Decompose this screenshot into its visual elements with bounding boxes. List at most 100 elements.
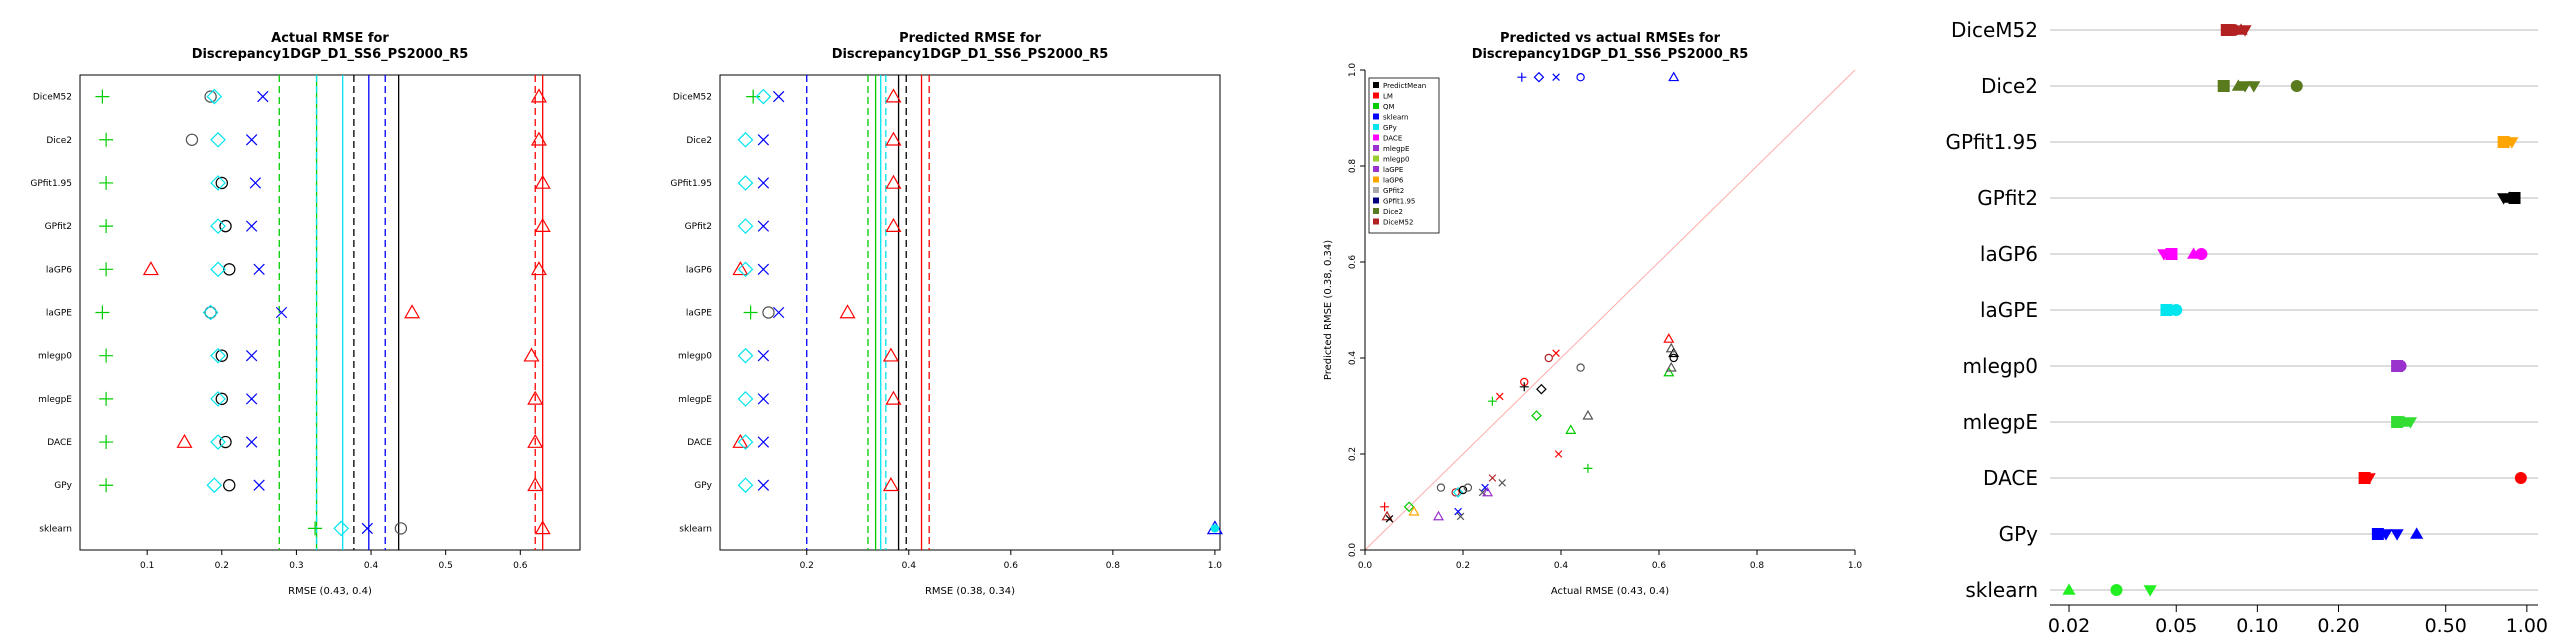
chart-1-point-Dice2 <box>185 133 199 146</box>
chart-2-point-Dice2 <box>885 131 902 146</box>
chart-1-point-mlegp0 <box>523 347 540 362</box>
chart-2-title-line-1: Predicted RMSE for <box>899 31 1041 46</box>
chart-1-point-DACE <box>527 433 544 448</box>
chart-1-x-tick-label: 0.1 <box>140 561 154 571</box>
chart-1-x-tick-label: 0.2 <box>215 561 229 571</box>
chart-3-point <box>1381 510 1393 521</box>
chart-3-y-tick-label: 1.0 <box>1348 63 1358 78</box>
chart-2-point-laGPE <box>839 304 856 319</box>
chart-4-point-DACE <box>2514 472 2527 484</box>
chart-1-point-GPy <box>253 479 265 491</box>
chart-3-point <box>1669 353 1678 363</box>
chart-1-point-DiceM52 <box>530 88 547 103</box>
chart-2-row-label-mlegp0: mlegp0 <box>678 352 712 362</box>
chart-1-point-GPfit2 <box>245 220 258 232</box>
chart-2-point-mlegpE <box>757 393 770 405</box>
chart-1-point-DACE <box>210 434 226 450</box>
chart-4-point-GPy <box>2379 529 2393 541</box>
chart-2-row-label-laGPE: laGPE <box>686 309 712 319</box>
chart-1-row-label-GPy: GPy <box>54 481 72 491</box>
chart-3-point <box>1403 501 1415 513</box>
chart-3-legend-entry: LM <box>1383 93 1393 101</box>
chart-1-point-mlegp0 <box>215 349 228 362</box>
chart-1-point-sklearn <box>394 522 408 535</box>
chart-1-point-mlegp0 <box>210 347 226 364</box>
chart-3-legend-swatch <box>1373 166 1379 172</box>
chart-1-row-label-mlegp0: mlegp0 <box>38 352 72 362</box>
chart-1-row-label-laGPE: laGPE <box>46 309 72 319</box>
chart-2-point-DiceM52 <box>772 90 785 103</box>
chart-2-point-GPfit2 <box>885 217 902 232</box>
chart-1-point-Dice2 <box>99 132 114 147</box>
chart-3-point <box>1668 347 1680 358</box>
chart-3-legend-entry: GPfit1.95 <box>1383 198 1415 206</box>
chart-2-row-label-DACE: DACE <box>687 438 712 448</box>
chart-4-point-GPfit2 <box>2508 192 2521 204</box>
chart-4-row-label-mlegpE: mlegpE <box>1963 410 2038 434</box>
chart-3-point <box>1495 392 1504 401</box>
chart-3-legend-entry: PredictMean <box>1383 82 1426 90</box>
chart-2-row-label-GPfit2: GPfit2 <box>685 222 712 232</box>
chart-2-point-GPy <box>737 477 754 494</box>
chart-2-point-DACE <box>757 436 770 448</box>
chart-2-point-mlegpE <box>885 390 902 405</box>
chart-2-point-GPfit1.95 <box>757 177 770 189</box>
chart-1-plot-frame <box>79 74 581 551</box>
chart-3-legend-box <box>1368 77 1440 234</box>
chart-2-row-label-GPfit1.95: GPfit1.95 <box>670 179 712 189</box>
chart-4-x-tick-label: 0.10 <box>2236 615 2278 637</box>
chart-3-point <box>1451 488 1460 497</box>
chart-1-x-axis-label: RMSE (0.43, 0.4) <box>288 586 372 597</box>
chart-3-point <box>1665 361 1677 372</box>
chart-3-y-tick-label: 0.2 <box>1348 447 1358 461</box>
chart-3-point <box>1463 483 1473 492</box>
chart-4-row-label-GPfit1.95: GPfit1.95 <box>1945 130 2038 154</box>
predicted-rmse-chart: Predicted RMSE forDiscrepancy1DGP_D1_SS6… <box>670 31 1223 597</box>
chart-4-point-laGPE <box>2170 304 2183 316</box>
chart-2-point-DiceM52 <box>885 88 902 103</box>
chart-3-identity-line <box>1364 69 1856 551</box>
chart-2-point-DACE <box>737 434 754 450</box>
chart-2-x-axis-label: RMSE (0.38, 0.34) <box>925 586 1015 597</box>
chart-3-legend-entry: DACE <box>1383 135 1402 143</box>
chart-1-point-GPy <box>206 477 223 494</box>
chart-1-x-tick-label: 0.4 <box>364 561 379 571</box>
chart-3-point <box>1576 363 1585 372</box>
chart-3-point <box>1481 486 1494 497</box>
chart-2-point-DACE <box>732 433 749 448</box>
chart-2-row-label-DiceM52: DiceM52 <box>673 93 712 103</box>
chart-3-point <box>1582 409 1594 420</box>
chart-1-point-sklearn <box>308 521 323 536</box>
chart-4-point-mlegpE <box>2403 417 2418 429</box>
chart-1-point-Dice2 <box>210 131 226 148</box>
chart-3-y-tick-label: 0.6 <box>1348 255 1358 270</box>
chart-3-x-tick-label: 0.0 <box>1358 561 1373 571</box>
chart-2-row-label-sklearn: sklearn <box>679 524 712 534</box>
chart-4-row-label-mlegp0: mlegp0 <box>1963 354 2038 378</box>
chart-2-x-tick-label: 1.0 <box>1208 561 1223 571</box>
chart-3-title-line-2: Discrepancy1DGP_D1_SS6_PS2000_R5 <box>1472 47 1749 62</box>
chart-3-x-tick-label: 0.4 <box>1554 561 1569 571</box>
chart-4-point-DiceM52 <box>2238 25 2252 37</box>
chart-1-row-label-DiceM52: DiceM52 <box>33 93 72 103</box>
chart-1-point-laGP6 <box>99 262 114 277</box>
chart-3-x-axis-label: Actual RMSE (0.43, 0.4) <box>1551 586 1669 597</box>
chart-3-legend-entry: mlegpE <box>1383 145 1409 153</box>
chart-4-point-laGP6 <box>2195 248 2208 260</box>
chart-1-point-laGPE <box>275 306 288 319</box>
chart-4-x-tick-label: 0.20 <box>2317 615 2359 637</box>
chart-2-point-mlegpE <box>737 391 754 407</box>
chart-1-title-line-2: Discrepancy1DGP_D1_SS6_PS2000_R5 <box>192 47 469 62</box>
chart-3-legend-entry: GPy <box>1383 124 1397 132</box>
chart-2-point-mlegp0 <box>757 350 770 362</box>
chart-2-plot-frame <box>719 74 1221 551</box>
chart-3-legend-swatch <box>1373 124 1379 130</box>
chart-1-point-laGPE <box>95 305 110 320</box>
chart-3-point <box>1380 502 1390 512</box>
chart-2-point-laGPE <box>762 306 775 319</box>
chart-3-point <box>1488 474 1497 482</box>
chart-4-x-tick-label: 1.00 <box>2506 615 2548 637</box>
chart-3-point <box>1436 483 1446 492</box>
chart-3-x-tick-label: 0.6 <box>1652 561 1667 571</box>
chart-4-point-mlegpE <box>2397 415 2411 427</box>
